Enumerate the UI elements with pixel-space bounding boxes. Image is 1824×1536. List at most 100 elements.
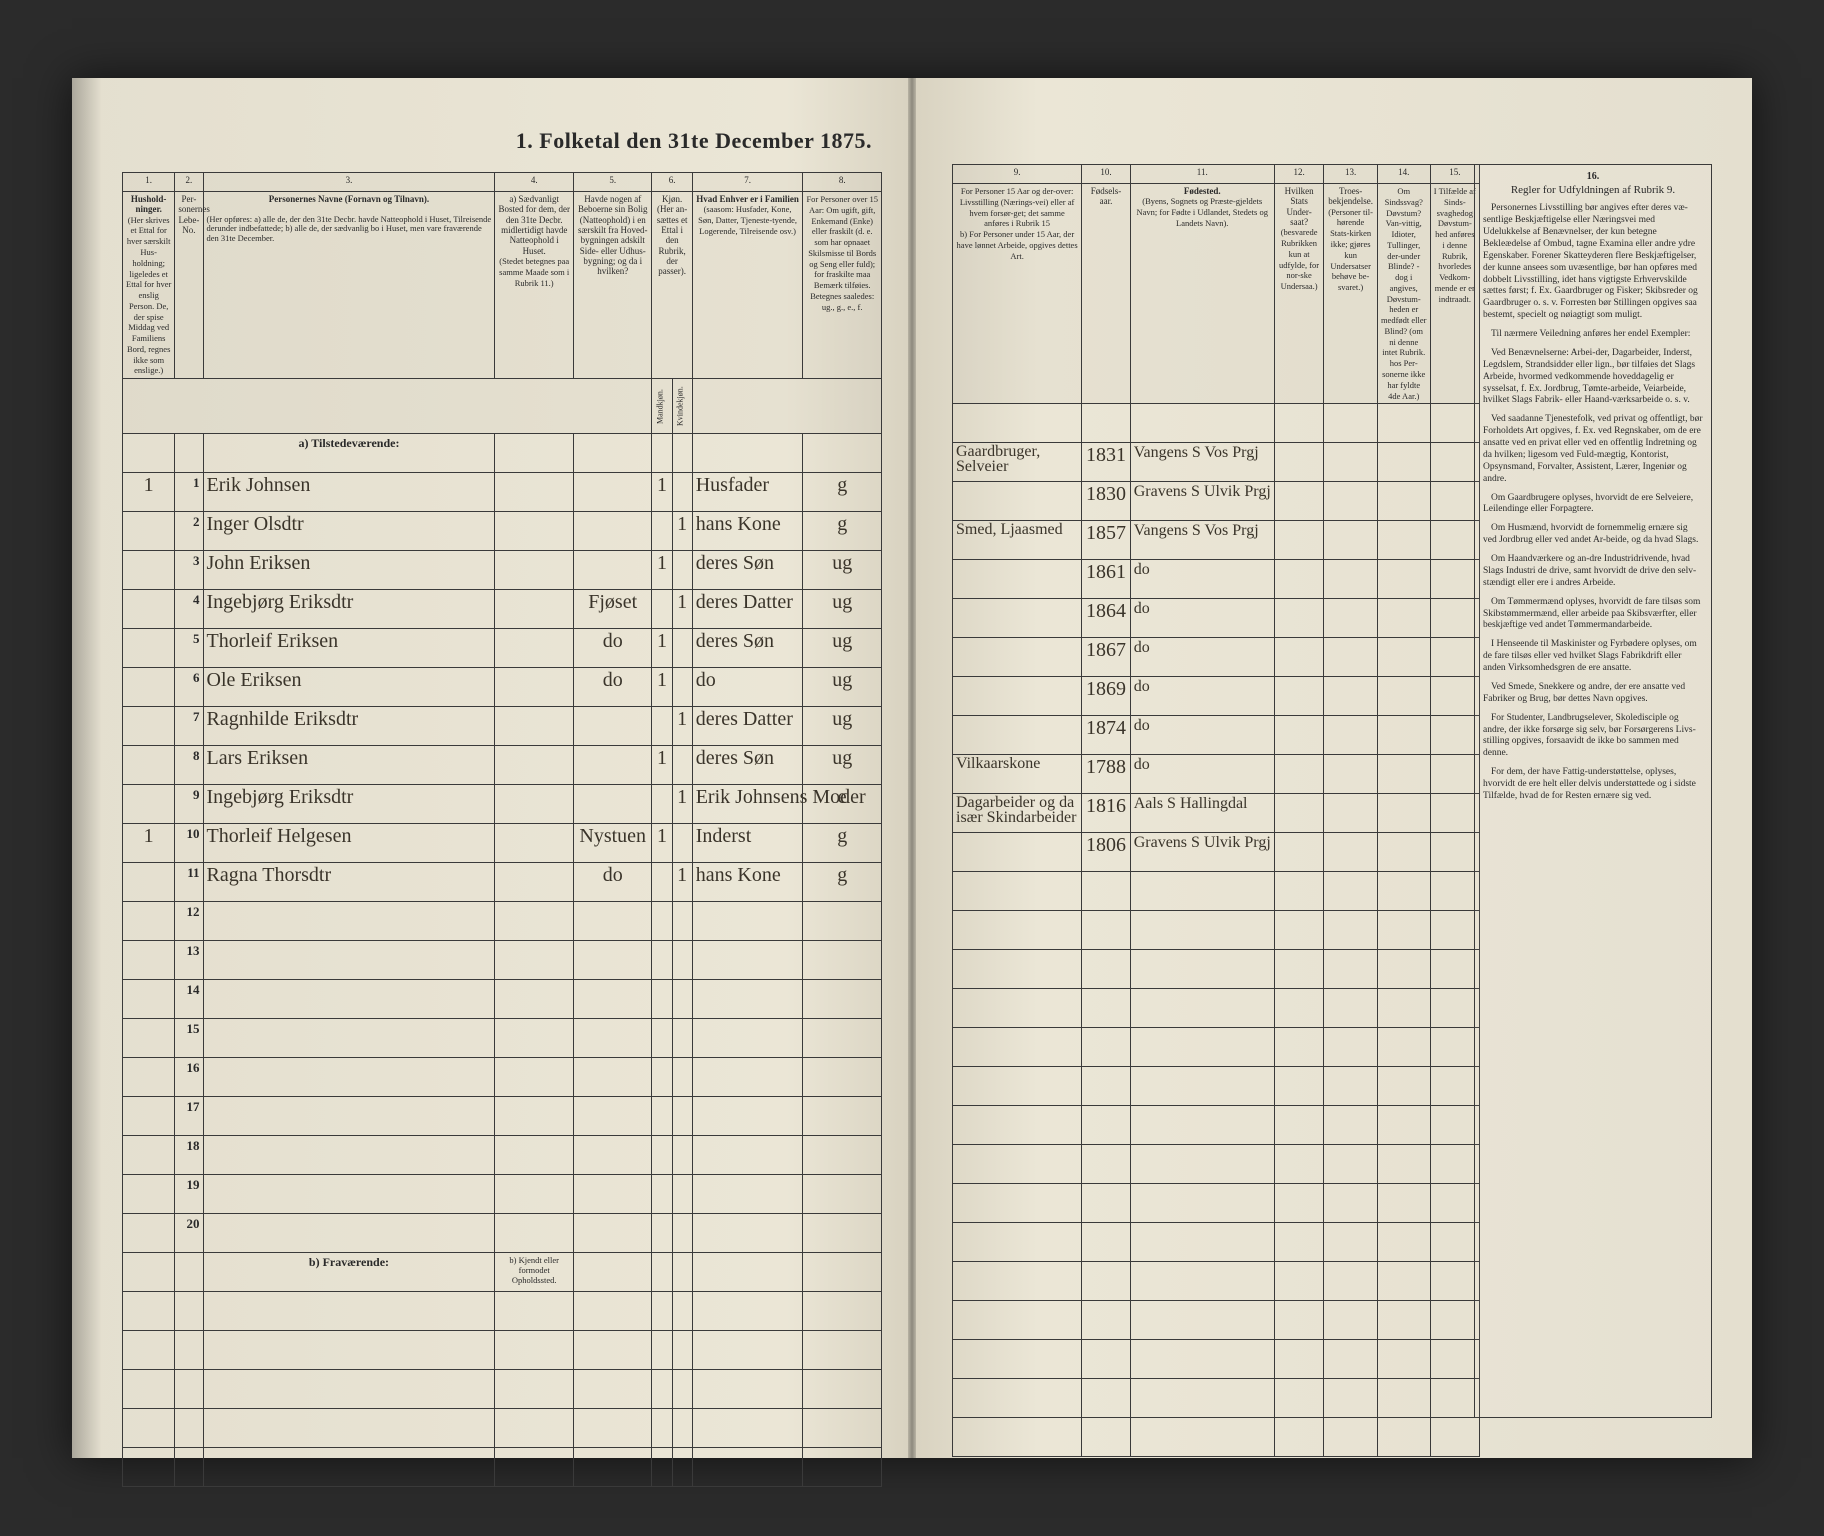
h-c2: Per-sonernes Lebe-No.: [175, 192, 203, 379]
cell-bosted: [495, 629, 574, 668]
cell-bosted: [495, 746, 574, 785]
cell-c12: [1274, 443, 1324, 482]
r-colnum-row: 9. 10. 11. 12. 13. 14. 15.: [953, 165, 1480, 184]
cell-mk: 1: [652, 746, 672, 785]
cell-hh: [123, 746, 175, 785]
rh-c15: I Tilfælde af Sinds-svaghedog Døvstum-he…: [1430, 184, 1479, 404]
cell-c14: [1377, 794, 1430, 833]
cell-stand: ug: [803, 590, 882, 629]
table-row: 8Lars Eriksen1deres Sønug: [123, 746, 882, 785]
cell-aar: 1861: [1082, 560, 1131, 599]
rh-c11-title: Fødested.: [1184, 186, 1221, 196]
cell-mk: [652, 707, 672, 746]
cell-stilling: Gaardbruger, Selveier: [953, 443, 1082, 482]
cell-rownum: 12: [175, 902, 203, 941]
section-present-label: a) Tilstedeværende:: [203, 434, 495, 473]
right-data-rows: Gaardbruger, Selveier1831Vangens S Vos P…: [953, 443, 1480, 872]
cell-rownum: 1: [175, 473, 203, 512]
cell-rownum: 17: [175, 1097, 203, 1136]
cell-c15: [1430, 638, 1479, 677]
cell-bosted: [495, 512, 574, 551]
cell-c13: [1324, 560, 1377, 599]
cell-c15: [1430, 833, 1479, 872]
table-row: Dagarbeider og da især Skindarbeider1816…: [953, 794, 1480, 833]
cell-stand: g: [803, 512, 882, 551]
cell-hh: [123, 863, 175, 902]
cell-c15: [1430, 677, 1479, 716]
cell-bosted: [495, 473, 574, 512]
rh-c12: Hvilken Stats Under-saat? (besvarede Rub…: [1274, 184, 1324, 404]
cell-hh: [123, 551, 175, 590]
cell-hh: [123, 590, 175, 629]
cell-bosted: [495, 707, 574, 746]
cell-hh: [123, 707, 175, 746]
table-row: 7Ragnhilde Eriksdtr1deres Datterug: [123, 707, 882, 746]
cell-kk: [672, 746, 692, 785]
colnum-5: 5.: [573, 173, 652, 192]
rule-paragraph: Ved saadanne Tjenestefolk, ved privat og…: [1483, 414, 1703, 485]
h-c8: For Personer over 15 Aar: Om ugift, gift…: [803, 192, 882, 379]
table-row-empty: [953, 1145, 1480, 1184]
cell-stilling: [953, 833, 1082, 872]
rh-c9: For Personer 15 Aar og der-over: Livssti…: [953, 184, 1082, 404]
cell-c14: [1377, 482, 1430, 521]
colnum-8: 8.: [803, 173, 882, 192]
cell-c13: [1324, 482, 1377, 521]
section-absent-label: b) Fraværende:: [203, 1253, 495, 1292]
cell-name: Ragna Thorsdtr: [203, 863, 495, 902]
cell-rownum: 4: [175, 590, 203, 629]
cell-mk: 1: [652, 629, 672, 668]
cell-bolig: [573, 512, 652, 551]
h-c1-title: Hushold- ninger.: [131, 194, 167, 214]
cell-bolig: do: [573, 668, 652, 707]
rule-paragraph: Om Husmænd, hvorvidt de fornemmelig ernæ…: [1483, 523, 1703, 547]
cell-c15: [1430, 560, 1479, 599]
cell-fam: do: [692, 668, 803, 707]
rule-paragraph: Ved Smede, Snekkere og andre, der ere an…: [1483, 682, 1703, 706]
cell-name: Thorleif Helgesen: [203, 824, 495, 863]
rh-c13-title: Troes-bekjendelse.: [1328, 186, 1373, 206]
cell-fam: hans Kone: [692, 512, 803, 551]
left-page: 1. Folketal den 31te December 1875. 1. 2…: [72, 78, 912, 1458]
cell-fam: hans Kone: [692, 863, 803, 902]
table-row-empty: 15: [123, 1019, 882, 1058]
section-absent-row: b) Fraværende: b) Kjendt eller formodet …: [123, 1253, 882, 1292]
cell-hh: [123, 668, 175, 707]
cell-mk: [652, 590, 672, 629]
cell-c15: [1430, 755, 1479, 794]
colnum-4: 4.: [495, 173, 574, 192]
rule-paragraph: Om Tømmermænd oplyses, hvorvidt de fare …: [1483, 597, 1703, 633]
cell-rownum: 5: [175, 629, 203, 668]
cell-bolig: do: [573, 629, 652, 668]
cell-c14: [1377, 833, 1430, 872]
rh-c11-sub: (Byens, Sognets og Præste-gjeldets Navn;…: [1136, 196, 1268, 228]
title-left: 1. Folketal den 31te December 1875.: [516, 128, 872, 153]
table-row: 11Ragna Thorsdtrdo1hans Koneg: [123, 863, 882, 902]
cell-aar: 1869: [1082, 677, 1131, 716]
h-c6a: Mandkjøn.: [652, 379, 672, 434]
cell-stilling: Smed, Ljaasmed: [953, 521, 1082, 560]
cell-rownum: 6: [175, 668, 203, 707]
table-row-empty: [953, 1028, 1480, 1067]
cell-fodested: do: [1130, 677, 1274, 716]
cell-stilling: [953, 482, 1082, 521]
cell-fodested: do: [1130, 599, 1274, 638]
cell-name: Ingebjørg Eriksdtr: [203, 590, 495, 629]
cell-c13: [1324, 716, 1377, 755]
cell-aar: 1806: [1082, 833, 1131, 872]
rh-c15-title: I Tilfælde af Sinds-svaghedog Døvstum-he…: [1434, 186, 1476, 304]
cell-kk: 1: [672, 863, 692, 902]
cell-stand: ug: [803, 629, 882, 668]
h-c6-title: Kjøn. (Her an-sættes et Ettal i den Rubr…: [657, 194, 688, 276]
h-c8-sub: Betegnes saaledes: ug., g., e., f.: [810, 291, 874, 312]
cell-fodested: do: [1130, 716, 1274, 755]
cell-c13: [1324, 833, 1377, 872]
cell-c12: [1274, 716, 1324, 755]
cell-c14: [1377, 443, 1430, 482]
header-row: Hushold- ninger. (Her skrives et Ettal f…: [123, 192, 882, 379]
cell-aar: 1867: [1082, 638, 1131, 677]
absent-empty-1: [123, 1292, 882, 1331]
cell-rownum: 14: [175, 980, 203, 1019]
colnum-1: 1.: [123, 173, 175, 192]
rule-paragraph: For Studenter, Landbrugselever, Skoledis…: [1483, 713, 1703, 761]
